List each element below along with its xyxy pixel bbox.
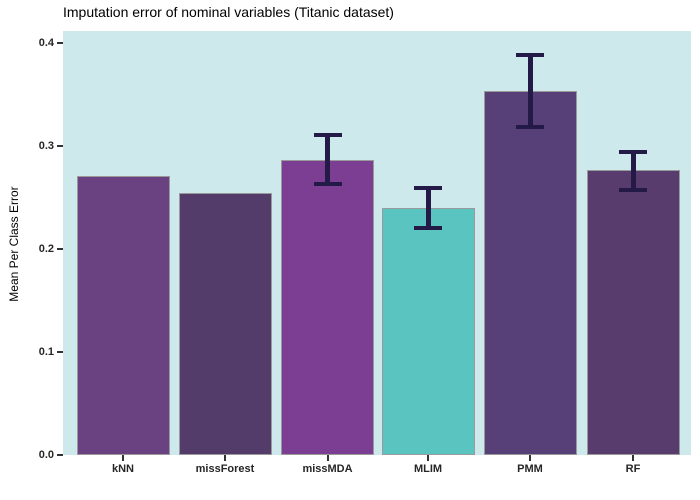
y-tick-mark [57,351,63,354]
y-tick-label: 0.4 [38,36,54,49]
x-tick-mark [427,455,429,461]
x-tick-mark [326,455,329,461]
bar-PMM [483,90,577,455]
x-tick-mark [224,455,226,461]
error-bar-cap-PMM [516,52,544,57]
y-tick-mark [57,248,63,251]
error-bar-line-missMDA [325,132,330,187]
error-bar-cap-RF [619,187,647,192]
y-tick-mark [57,145,63,148]
error-bar-line-PMM [527,52,533,129]
error-bar-cap-missMDA [313,132,342,137]
error-bar-cap-missMDA [313,182,342,187]
error-bar-line-RF [630,150,636,192]
x-tick-mark [632,455,634,461]
y-tick-mark [57,42,63,45]
y-tick-label: 0.2 [38,242,54,255]
y-axis-title: Mean Per Class Error [7,186,21,302]
x-tick-label: RF [625,463,641,475]
error-bar-cap-MLIM [414,225,442,230]
x-tick-label: missMDA [302,463,353,475]
x-tick-label: missForest [195,463,255,475]
x-tick-label: kNN [111,463,134,475]
error-bar-cap-MLIM [414,186,442,191]
bar-MLIM [381,208,475,455]
error-bar-cap-PMM [516,124,544,129]
x-tick-mark [529,455,531,461]
y-tick-label: 0.0 [38,448,54,461]
plot-panel [63,31,691,455]
x-tick-label: PMM [517,463,543,475]
bar-kNN [76,176,170,455]
bar-missForest [178,192,272,455]
y-tick-label: 0.3 [38,139,54,152]
y-tick-label: 0.1 [38,345,54,358]
bar-RF [586,169,680,455]
x-tick-label: MLIM [413,463,443,475]
error-bar-cap-RF [619,150,647,155]
y-tick-mark [57,454,63,456]
x-tick-mark [122,455,124,461]
chart-title: Imputation error of nominal variables (T… [63,4,394,20]
bar-missMDA [281,159,374,455]
error-bar-line-MLIM [425,186,431,230]
